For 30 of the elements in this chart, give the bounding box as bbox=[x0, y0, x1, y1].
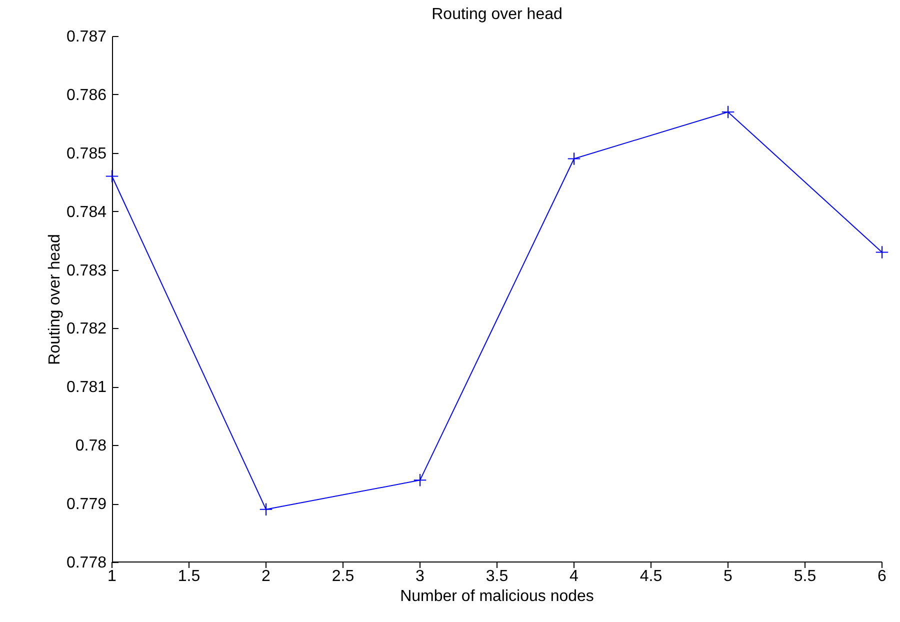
point bbox=[413, 474, 427, 487]
x-tick-label: 2 bbox=[262, 568, 271, 585]
y-tick-label: 0.779 bbox=[66, 496, 107, 514]
y-tick-label: 0.784 bbox=[66, 204, 107, 221]
y-tick-label: 0.786 bbox=[66, 86, 107, 104]
y-tick-label: 0.781 bbox=[66, 379, 107, 396]
point bbox=[105, 170, 119, 183]
y-tick-label: 0.782 bbox=[66, 320, 107, 338]
x-tick-label: 3.5 bbox=[486, 568, 508, 585]
y-axis-title: Routing over head bbox=[46, 234, 64, 365]
y-tick-label: 0.783 bbox=[66, 262, 107, 280]
x-tick-label: 4 bbox=[570, 568, 579, 585]
x-tick-label: 4.5 bbox=[640, 568, 662, 585]
y-tick-label: 0.778 bbox=[66, 554, 107, 572]
x-tick-label: 5 bbox=[724, 568, 733, 585]
x-tick-label: 6 bbox=[878, 568, 887, 585]
point bbox=[259, 502, 273, 516]
point bbox=[721, 105, 735, 119]
y-tick-label: 0.787 bbox=[66, 28, 107, 46]
x-tick-label: 1.5 bbox=[178, 568, 200, 585]
x-tick-label: 2.5 bbox=[332, 568, 354, 585]
x-tick-label: 1 bbox=[108, 568, 117, 585]
x-tick-label: 5.5 bbox=[794, 568, 816, 585]
chart-title: Routing over head bbox=[432, 6, 562, 23]
point bbox=[875, 246, 889, 259]
y-tick-label: 0.78 bbox=[75, 438, 107, 455]
x-tick-label: 3 bbox=[416, 568, 425, 585]
y-tick-label: 0.785 bbox=[66, 145, 107, 162]
point bbox=[567, 152, 581, 166]
x-axis-title: Number of malicious nodes bbox=[400, 588, 594, 605]
